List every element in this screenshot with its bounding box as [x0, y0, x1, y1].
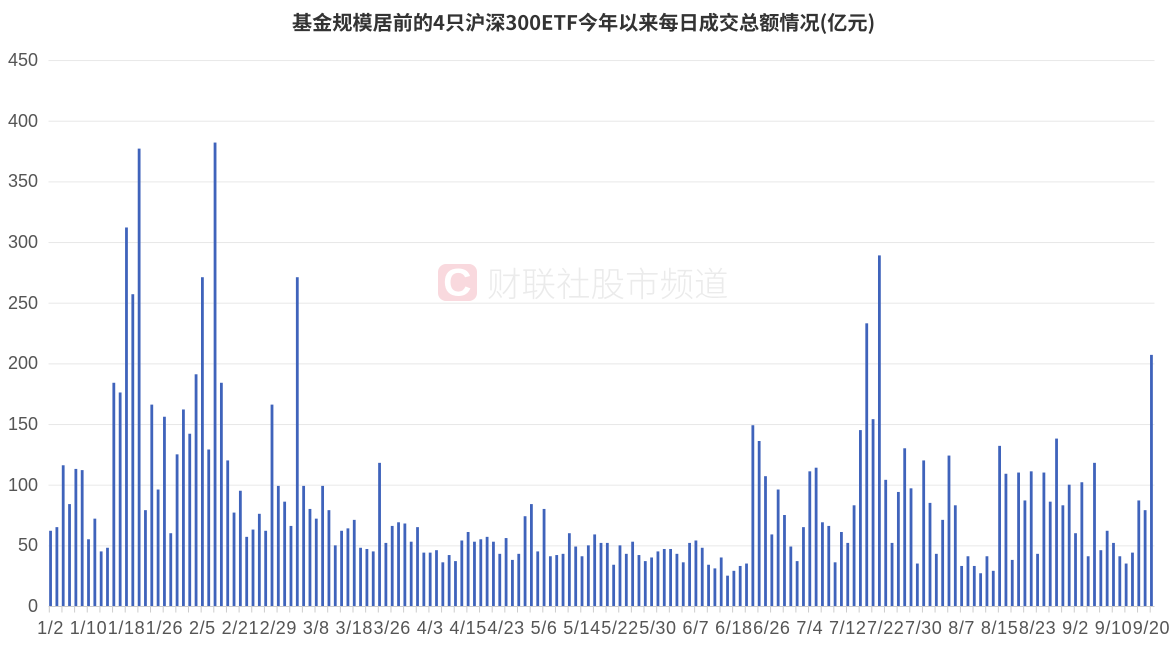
svg-text:C: C — [443, 264, 471, 305]
